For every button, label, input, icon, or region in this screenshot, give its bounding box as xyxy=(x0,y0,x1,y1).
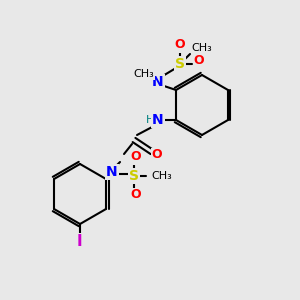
Text: CH₃: CH₃ xyxy=(152,171,172,181)
Text: CH₃: CH₃ xyxy=(192,43,212,53)
Text: N: N xyxy=(152,75,164,89)
Text: CH₃: CH₃ xyxy=(134,69,154,79)
Text: O: O xyxy=(175,38,185,52)
Text: O: O xyxy=(152,148,162,161)
Text: O: O xyxy=(131,151,141,164)
Text: S: S xyxy=(175,57,185,71)
Text: N: N xyxy=(106,165,118,179)
Text: H: H xyxy=(146,115,154,125)
Text: O: O xyxy=(131,188,141,202)
Text: N: N xyxy=(152,113,164,127)
Text: S: S xyxy=(129,169,139,183)
Text: I: I xyxy=(76,235,82,250)
Text: O: O xyxy=(194,53,204,67)
